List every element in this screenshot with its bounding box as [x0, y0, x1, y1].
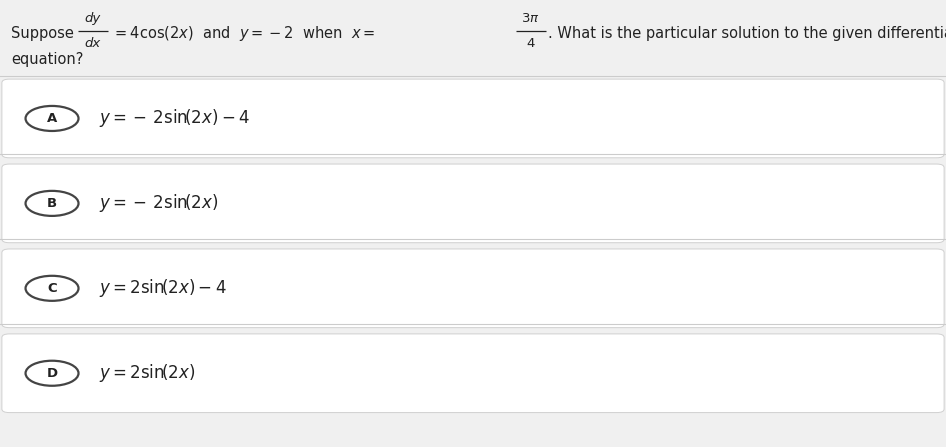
Text: $y = 2\mathrm{sin}\!\left(2x\right)$: $y = 2\mathrm{sin}\!\left(2x\right)$	[99, 362, 196, 384]
Text: D: D	[46, 367, 58, 380]
Text: Suppose: Suppose	[11, 26, 74, 41]
Text: . What is the particular solution to the given differential: . What is the particular solution to the…	[548, 26, 946, 41]
FancyBboxPatch shape	[2, 164, 944, 243]
FancyBboxPatch shape	[2, 334, 944, 413]
Text: 4: 4	[527, 37, 534, 51]
Text: dx: dx	[84, 37, 101, 51]
Text: $y = -\,2\mathrm{sin}\!\left(2x\right) - 4$: $y = -\,2\mathrm{sin}\!\left(2x\right) -…	[99, 107, 250, 130]
Text: $=4\mathrm{cos}(2x)$  and  $y=-2$  when  $x=$: $=4\mathrm{cos}(2x)$ and $y=-2$ when $x=…	[112, 24, 375, 43]
Text: A: A	[47, 112, 57, 125]
Text: $y = 2\mathrm{sin}\!\left(2x\right) - 4$: $y = 2\mathrm{sin}\!\left(2x\right) - 4$	[99, 277, 227, 299]
Text: B: B	[47, 197, 57, 210]
FancyBboxPatch shape	[2, 249, 944, 328]
Text: C: C	[47, 282, 57, 295]
FancyBboxPatch shape	[2, 79, 944, 158]
Text: equation?: equation?	[11, 51, 84, 67]
Text: $3\pi$: $3\pi$	[521, 12, 540, 25]
Text: $y = -\,2\mathrm{sin}\!\left(2x\right)$: $y = -\,2\mathrm{sin}\!\left(2x\right)$	[99, 192, 219, 215]
Text: dy: dy	[84, 12, 101, 25]
